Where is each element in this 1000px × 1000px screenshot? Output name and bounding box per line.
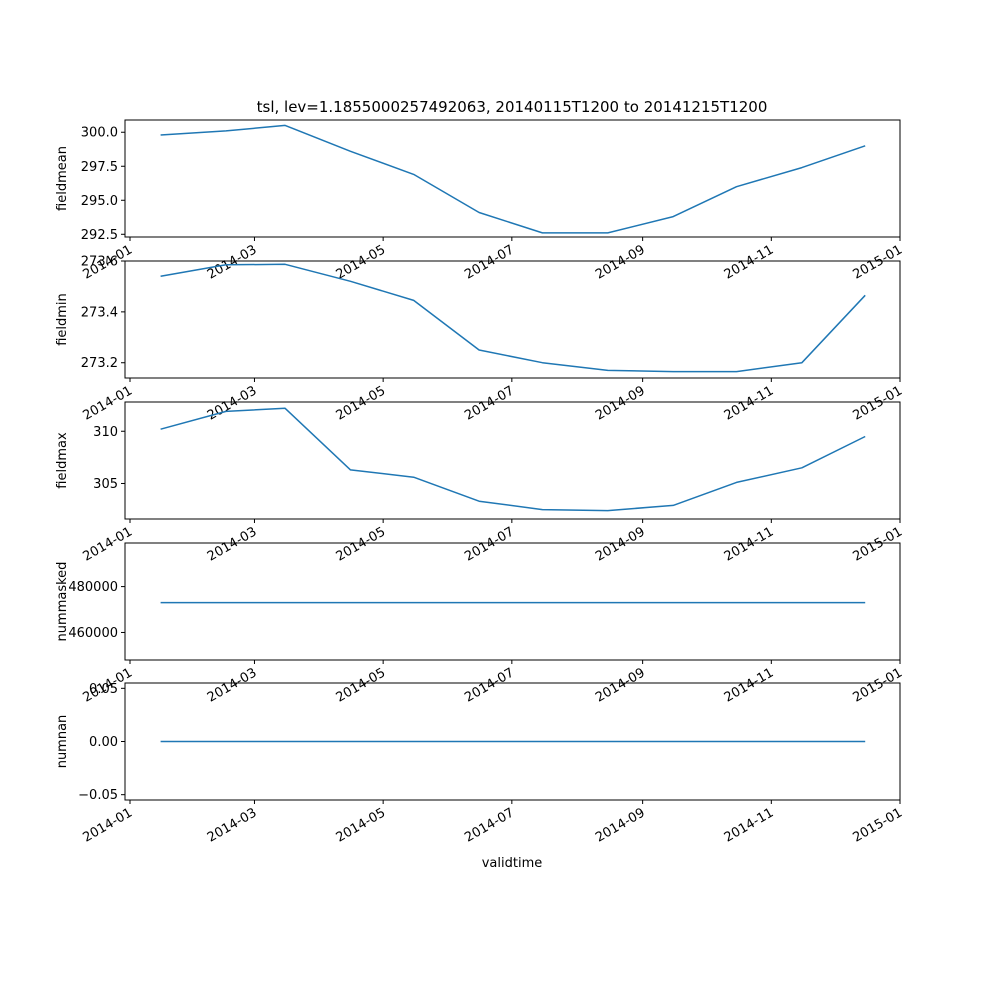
x-tick-label: 2014-01 — [80, 805, 135, 845]
y-axis-label: fieldmean — [55, 146, 70, 211]
x-tick-label: 2014-07 — [462, 665, 517, 705]
y-tick-label: −0.05 — [78, 788, 118, 803]
x-tick-label: 2014-05 — [334, 665, 389, 705]
x-tick-label: 2014-03 — [205, 805, 260, 845]
x-tick-label: 2014-05 — [334, 805, 389, 845]
x-tick-label: 2014-05 — [334, 242, 389, 282]
x-tick-label: 2014-07 — [462, 524, 517, 564]
x-tick-label: 2015-01 — [850, 805, 905, 845]
x-tick-label: 2014-11 — [722, 665, 777, 705]
y-tick-label: 305 — [93, 477, 118, 492]
series-line-fieldmin — [160, 263, 866, 373]
y-tick-label: 480000 — [68, 580, 118, 595]
x-tick-label: 2015-01 — [850, 524, 905, 564]
y-tick-label: 273.4 — [81, 305, 118, 320]
x-tick-label: 2014-07 — [462, 242, 517, 282]
panels-group: 292.5 295.0 297.5 300.0 fieldmean 2014-01 2014… — [55, 119, 905, 846]
x-axis-label: validtime — [482, 856, 543, 871]
x-tick-label: 2014-03 — [205, 242, 260, 282]
x-tick-label: 2014-09 — [593, 242, 648, 282]
y-tick-label: 273.6 — [81, 255, 118, 270]
x-tick-label: 2014-11 — [722, 383, 777, 423]
x-tick-label: 2014-03 — [205, 524, 260, 564]
y-tick-label: 310 — [93, 425, 118, 440]
x-tick-label: 2015-01 — [850, 665, 905, 705]
y-axis-label: fieldmax — [55, 432, 70, 489]
x-tick-label: 2014-11 — [722, 524, 777, 564]
y-tick-label: 292.5 — [81, 228, 118, 243]
panel-fieldmin: 273.2 273.4 273.6 fieldmin 2014-01 2014-03 201… — [55, 255, 905, 424]
x-tick-label: 2014-07 — [462, 383, 517, 423]
panel-frame — [124, 401, 901, 520]
y-tick-label: 300.0 — [81, 126, 118, 141]
y-tick-label: 0.00 — [89, 735, 118, 750]
x-tick-label: 2014-03 — [205, 383, 260, 423]
x-tick-label: 2014-05 — [334, 383, 389, 423]
y-tick-label: 0.05 — [89, 682, 118, 697]
x-tick-label: 2014-01 — [80, 383, 135, 423]
y-axis-label: nummasked — [55, 562, 70, 642]
panel-fieldmax: 305 310 fieldmax 2014-01 2014-03 2014-05 2014-… — [55, 401, 905, 565]
y-tick-label: 460000 — [68, 626, 118, 641]
series-line-fieldmax — [160, 407, 866, 512]
x-tick-label: 2014-01 — [80, 524, 135, 564]
x-tick-label: 2014-09 — [593, 665, 648, 705]
x-tick-label: 2014-09 — [593, 524, 648, 564]
x-tick-label: 2014-07 — [462, 805, 517, 845]
panel-frame — [124, 260, 901, 379]
x-tick-label: 2014-11 — [722, 805, 777, 845]
x-tick-label: 2014-03 — [205, 665, 260, 705]
x-tick-label: 2014-09 — [593, 805, 648, 845]
y-tick-label: 295.0 — [81, 194, 118, 209]
x-tick-label: 2015-01 — [850, 383, 905, 423]
x-tick-label: 2014-11 — [722, 242, 777, 282]
series-line-fieldmean — [160, 124, 866, 234]
x-tick-label: 2014-09 — [593, 383, 648, 423]
panel-frame — [124, 119, 901, 238]
y-axis-label: fieldmin — [55, 293, 70, 346]
y-tick-label: 297.5 — [81, 160, 118, 175]
x-tick-label: 2014-05 — [334, 524, 389, 564]
x-tick-label: 2015-01 — [850, 242, 905, 282]
panel-frame — [124, 542, 901, 661]
panel-numnan: −0.05 0.00 0.05 numnan 2014-01 2014-03 2014-05… — [55, 682, 905, 846]
chart-title: tsl, lev=1.1855000257492063, 20140115T12… — [257, 98, 768, 116]
y-tick-label: 273.2 — [81, 356, 118, 371]
y-axis-label: numnan — [55, 715, 70, 769]
